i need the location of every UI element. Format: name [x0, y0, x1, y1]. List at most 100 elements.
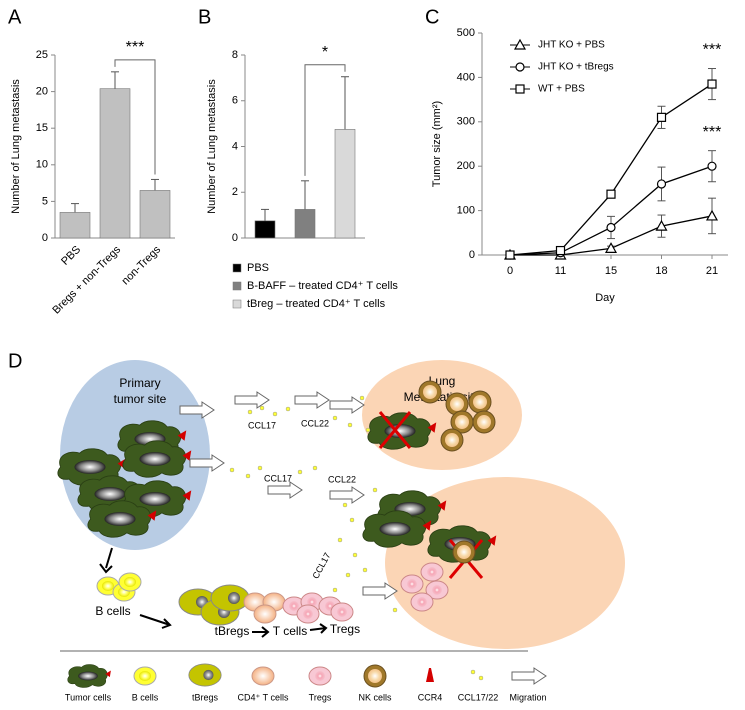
x-tick-label: PBS	[59, 244, 83, 268]
chemokine-label: CCL17	[248, 420, 276, 430]
y-tick-label: 6	[232, 95, 238, 107]
significance-label: *	[322, 44, 328, 61]
migration-arrow	[267, 481, 303, 499]
legend-icon	[426, 668, 434, 682]
flow-arrow	[99, 563, 113, 574]
legend-label: CCL17/22	[458, 692, 499, 702]
y-tick-label: 0	[232, 232, 238, 244]
legend-label: WT + PBS	[538, 84, 585, 95]
marker	[707, 79, 717, 89]
y-axis-label: Tumor size (mm²)	[431, 101, 443, 187]
marker	[513, 38, 527, 50]
nk-cell	[440, 428, 464, 452]
nk-cell	[418, 380, 442, 404]
chemokine-label: CCL22	[301, 418, 329, 428]
significance-bracket	[114, 59, 156, 175]
significance-label: ***	[126, 39, 145, 56]
legend-label: CD4⁺ T cells	[238, 692, 289, 702]
legend-label: tBregs	[192, 692, 219, 702]
y-tick-label: 10	[36, 159, 48, 171]
chemokine-dots	[229, 395, 398, 613]
y-tick-label: 8	[232, 49, 238, 61]
marker	[656, 179, 667, 189]
migration-arrow	[294, 391, 330, 409]
chemokine-label: CCL17	[264, 473, 292, 483]
chemokine-label: CCL17	[310, 551, 332, 580]
x-axis-label: Day	[595, 292, 615, 304]
marker	[606, 222, 616, 233]
panel-label: B	[198, 6, 211, 28]
y-tick-label: 4	[232, 140, 238, 152]
tbreg	[210, 584, 250, 612]
y-tick-label: 25	[36, 49, 48, 61]
t-cell	[253, 604, 277, 624]
kill-mark	[378, 411, 412, 449]
nk-cell	[468, 390, 492, 414]
legend-icon	[308, 666, 332, 686]
legend-icon	[470, 669, 484, 681]
nk-cell	[472, 410, 496, 434]
legend-icon	[511, 667, 547, 685]
y-tick-label: 2	[232, 186, 238, 198]
legend-label: JHT KO + tBregs	[538, 62, 614, 73]
marker	[604, 242, 618, 253]
marker	[505, 250, 515, 260]
diagram-legend: Tumor cells B cells tBregs CD4⁺ T cells Treg…	[65, 692, 547, 702]
bar	[59, 212, 91, 239]
x-tick-label: 0	[507, 265, 513, 277]
flow-label: Tregs	[330, 622, 360, 636]
panel-label: A	[8, 6, 22, 28]
legend-label: JHT KO + PBS	[538, 40, 605, 51]
metastatic-site	[385, 477, 625, 649]
series-line	[509, 165, 713, 256]
significance-bracket	[304, 64, 346, 176]
legend-label: PBS	[247, 262, 269, 274]
panel-label: C	[425, 6, 439, 28]
y-tick-label: 400	[457, 71, 475, 83]
legend-label: B cells	[132, 692, 159, 702]
x-tick-label: Bregs + non-Tregs	[50, 243, 123, 316]
legend-label: Tregs	[309, 692, 332, 702]
flow-label: tBregs	[215, 624, 250, 638]
chemokine-label: CCL22	[328, 474, 356, 484]
y-tick-label: 15	[36, 122, 48, 134]
marker	[705, 209, 719, 221]
migration-arrow	[234, 391, 270, 409]
site-label: Primary	[119, 376, 160, 390]
legend-label: Migration	[509, 692, 546, 702]
treg	[400, 574, 424, 594]
marker	[515, 84, 525, 94]
y-axis-label: Number of Lung metastasis	[206, 79, 218, 214]
y-tick-label: 5	[42, 195, 48, 207]
flow-arrow	[309, 623, 328, 634]
y-tick-label: 300	[457, 116, 475, 128]
flow-label: B cells	[95, 604, 130, 618]
bar	[99, 88, 131, 239]
x-tick-label: non-Tregs	[120, 243, 164, 287]
y-tick-label: 20	[36, 86, 48, 98]
treg	[296, 604, 320, 624]
x-tick-label: 18	[655, 265, 667, 277]
legend-icon	[67, 664, 112, 688]
y-tick-label: 100	[457, 205, 475, 217]
y-tick-label: 0	[469, 249, 475, 261]
flow-arrow	[139, 614, 172, 629]
legend-swatch	[232, 281, 242, 291]
y-tick-label: 200	[457, 160, 475, 172]
marker	[555, 245, 566, 256]
treg	[420, 562, 444, 582]
y-tick-label: 500	[457, 27, 475, 39]
legend-swatch	[232, 299, 242, 309]
bar	[139, 190, 171, 239]
migration-arrow	[329, 486, 365, 504]
marker	[515, 62, 525, 72]
significance-label: ***	[703, 42, 722, 59]
panel-label: D	[8, 350, 22, 372]
legend-label: Tumor cells	[65, 692, 112, 702]
flow-arrow	[252, 626, 270, 638]
legend-icon	[188, 663, 222, 687]
legend-swatch	[232, 263, 242, 273]
marker	[656, 112, 667, 122]
legend-icon	[363, 664, 387, 688]
